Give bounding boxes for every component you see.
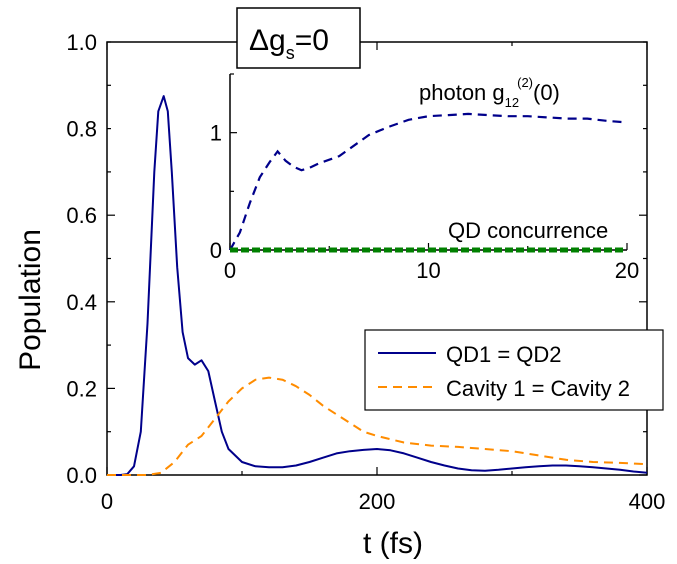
series-line-cavity <box>107 376 648 476</box>
inset-x-tick-label: 10 <box>416 258 440 283</box>
legend: QD1 = QD2 Cavity 1 = Cavity 2 <box>364 329 664 411</box>
main-axes: 0.00.20.40.60.81.00 200 400 <box>66 30 665 514</box>
legend-box <box>364 329 664 411</box>
y-tick-label: 0.2 <box>66 376 97 401</box>
inset-title-sub: s <box>286 43 295 63</box>
photon-sub: 12 <box>505 95 519 110</box>
y-tick-label: 0.0 <box>66 463 97 488</box>
inset-y-tick-label: 1 <box>210 121 222 146</box>
legend-label-qd: QD1 = QD2 <box>446 342 562 367</box>
concurrence-annotation: QD concurrence <box>448 218 608 243</box>
inset-x-tick-label: 0 <box>224 258 236 283</box>
legend-label-cavity: Cavity 1 = Cavity 2 <box>446 376 630 401</box>
inset-title-box <box>236 7 361 69</box>
inset-background <box>230 74 627 250</box>
inset-title: Δgs=0 <box>249 24 329 63</box>
photon-sup: (2) <box>517 75 533 90</box>
y-tick-label: 0.6 <box>66 203 97 228</box>
photon-tail: (0) <box>533 80 560 105</box>
inset-title-rest: =0 <box>295 24 329 57</box>
inset-series <box>229 112 624 253</box>
series-line-photon-g2 <box>229 112 624 251</box>
photon-main: photon g <box>419 80 505 105</box>
y-axis-label: Population <box>14 229 47 371</box>
x-tick-label: 400 <box>629 489 666 514</box>
inset-x-tick-label: 20 <box>615 258 639 283</box>
y-tick-label: 1.0 <box>66 30 97 55</box>
series-line-qd <box>107 95 648 476</box>
inset-y-tick-label: 0 <box>210 238 222 263</box>
y-tick-label: 0.4 <box>66 290 97 315</box>
photon-annotation: photon g12 (2)(0) <box>419 75 560 110</box>
x-axis-label: t (fs) <box>363 527 423 560</box>
inset-title-delta: Δg <box>249 24 286 57</box>
inset-axes: 0 10 20 0 1 <box>210 73 639 283</box>
x-tick-label: 200 <box>359 489 396 514</box>
x-tick-label: 0 <box>101 489 113 514</box>
y-tick-label: 0.8 <box>66 117 97 142</box>
main-series <box>107 95 648 476</box>
